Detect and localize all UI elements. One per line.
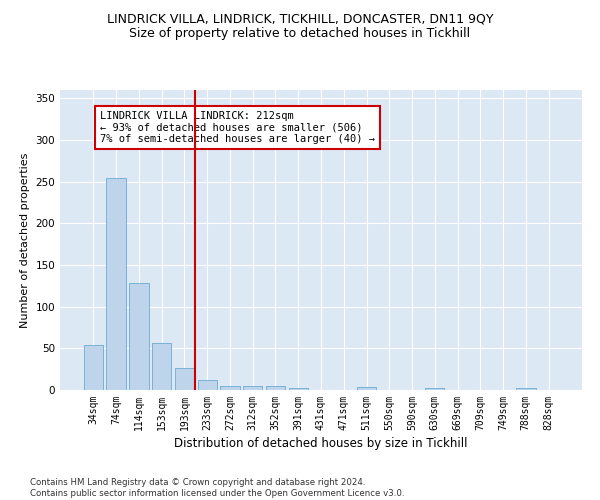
Text: LINDRICK VILLA LINDRICK: 212sqm
← 93% of detached houses are smaller (506)
7% of: LINDRICK VILLA LINDRICK: 212sqm ← 93% of… <box>100 111 375 144</box>
Bar <box>129 284 149 390</box>
Bar <box>266 386 285 390</box>
Bar <box>516 388 536 390</box>
Bar <box>425 388 445 390</box>
Y-axis label: Number of detached properties: Number of detached properties <box>20 152 30 328</box>
Bar <box>197 380 217 390</box>
Bar <box>84 345 103 390</box>
Bar <box>220 386 239 390</box>
Bar <box>289 388 308 390</box>
Bar <box>357 386 376 390</box>
Bar <box>106 178 126 390</box>
Bar <box>152 342 172 390</box>
Text: Size of property relative to detached houses in Tickhill: Size of property relative to detached ho… <box>130 28 470 40</box>
X-axis label: Distribution of detached houses by size in Tickhill: Distribution of detached houses by size … <box>174 437 468 450</box>
Bar <box>243 386 262 390</box>
Text: LINDRICK VILLA, LINDRICK, TICKHILL, DONCASTER, DN11 9QY: LINDRICK VILLA, LINDRICK, TICKHILL, DONC… <box>107 12 493 26</box>
Bar <box>175 368 194 390</box>
Text: Contains HM Land Registry data © Crown copyright and database right 2024.
Contai: Contains HM Land Registry data © Crown c… <box>30 478 404 498</box>
